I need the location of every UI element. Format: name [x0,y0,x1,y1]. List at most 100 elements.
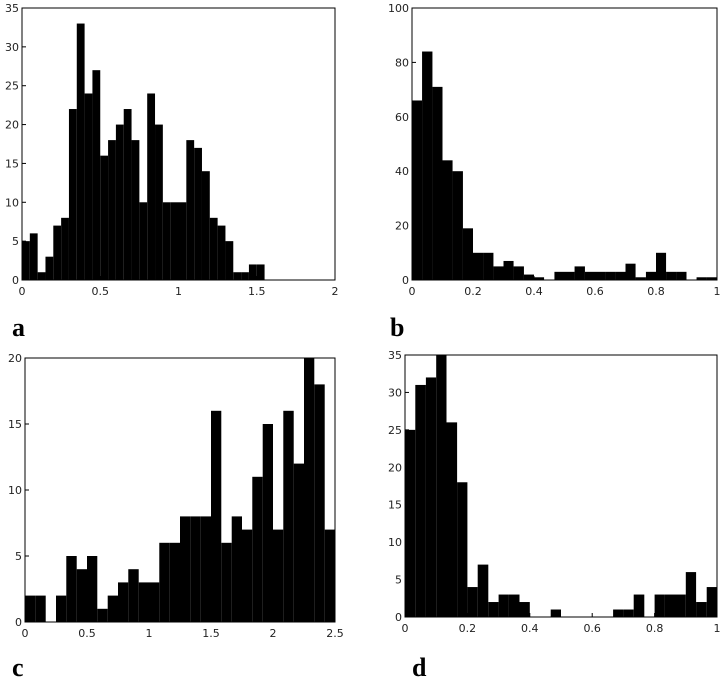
bar [304,358,315,622]
bar [37,272,46,280]
x-tick-label: 0.4 [525,285,543,298]
bar [645,271,656,280]
bar [233,272,242,280]
bar [415,384,426,617]
bar [477,564,489,617]
bar [262,424,273,622]
bar [56,595,67,622]
y-tick-label: 20 [5,119,19,132]
bar [412,100,423,280]
y-tick-label: 5 [12,235,19,248]
y-tick-label: 25 [5,80,19,93]
axes-box [404,354,718,618]
bar [66,556,77,622]
bar [554,271,565,280]
y-tick-label: 30 [388,386,402,399]
bar [508,594,520,617]
bar [252,476,263,622]
bar [68,109,77,281]
y-tick-label: 5 [15,550,22,563]
bar [706,277,717,280]
x-tick-label: 1 [714,622,721,635]
bar [128,569,139,622]
bar [178,202,187,280]
x-tick-label: 0 [19,285,26,298]
y-tick-label: 15 [8,418,22,431]
x-tick-label: 2.5 [326,627,344,640]
y-tick-label: 0 [12,274,19,287]
bar [462,228,473,280]
bar [314,384,325,622]
bar [201,171,210,280]
x-tick-label: 0.8 [647,285,665,298]
bar [534,277,545,280]
x-tick-label: 1 [714,285,721,298]
bar [273,529,284,622]
x-tick-label: 1.5 [202,627,220,640]
bar [493,266,504,280]
bar [194,147,202,280]
x-tick-label: 0.6 [583,622,601,635]
bar [118,582,129,622]
bar [97,608,108,622]
panel-label: c [12,653,24,682]
y-tick-label: 35 [5,2,19,15]
x-tick-label: 0.6 [586,285,604,298]
panel-label: b [390,313,404,342]
bar [696,602,707,617]
bar [574,266,585,280]
bar [242,529,253,622]
bar [76,23,85,281]
y-tick-label: 15 [388,499,402,512]
y-tick-label: 0 [15,616,22,629]
bar [256,264,265,280]
panel-label: a [12,313,25,342]
bar [92,70,101,281]
bar [685,572,697,617]
x-tick-label: 0.5 [78,627,96,640]
bar [473,252,484,280]
x-tick-label: 1 [175,285,182,298]
bar [666,271,677,280]
bar [696,277,707,280]
bar [283,410,294,622]
bar [446,422,458,617]
bar [45,256,54,280]
bar [200,516,211,622]
bar [457,482,468,617]
x-tick-label: 2 [332,285,339,298]
bar [241,272,249,280]
bar [605,271,616,280]
bar [664,594,676,617]
histogram-panel: 0 0.5 1 1.5 2 2.5 0 5 10 15 20 c [8,352,344,682]
bar [523,274,534,280]
x-tick-label: 0 [402,622,409,635]
bar [615,271,626,280]
axes-box [411,7,718,281]
y-tick-label: 30 [5,41,19,54]
bar [584,271,595,280]
x-tick-label: 0 [22,627,29,640]
bar [675,594,686,617]
bar [248,264,257,280]
x-tick-label: 0 [409,285,416,298]
x-tick-label: 1 [146,627,153,640]
bar [53,225,62,280]
histogram-panel: 0 0.2 0.4 0.6 0.8 1 0 20 40 60 80 100 b [388,2,721,342]
bar [432,86,443,280]
y-tick-label: 10 [8,484,22,497]
y-tick-label: 60 [395,111,409,124]
x-tick-label: 0.5 [92,285,110,298]
bar [595,271,606,280]
y-tick-label: 20 [395,220,409,233]
x-tick-label: 2 [270,627,277,640]
bar [107,595,118,622]
bar [488,602,499,617]
y-tick-label: 20 [388,461,402,474]
bar [29,233,38,280]
y-tick-label: 80 [395,56,409,69]
bar [654,594,665,617]
bar [139,202,148,280]
